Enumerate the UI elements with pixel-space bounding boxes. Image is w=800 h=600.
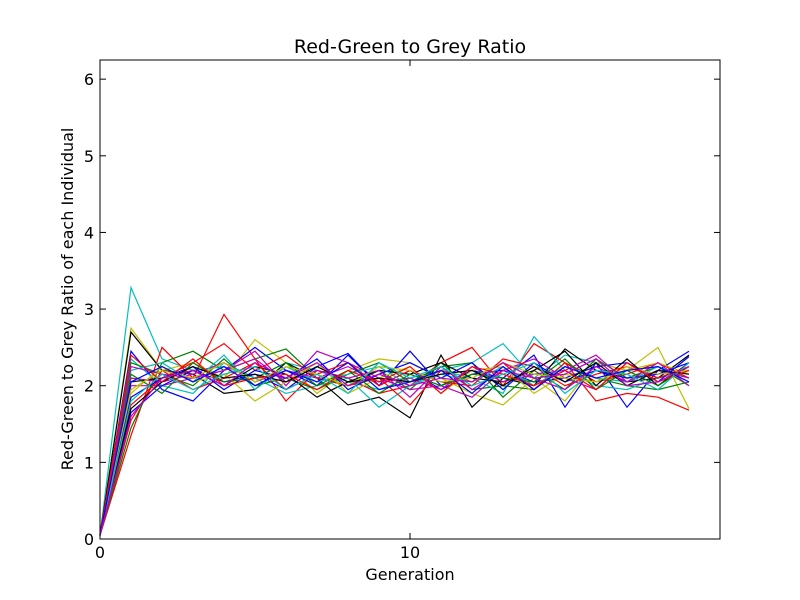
y-tick-label: 1 bbox=[84, 453, 94, 472]
y-tick-label: 3 bbox=[84, 300, 94, 319]
y-tick-label: 2 bbox=[84, 377, 94, 396]
series-line-24 bbox=[99, 361, 690, 536]
series-line-20 bbox=[99, 362, 690, 536]
axis-tick-labels: 0 10 0 1 2 3 4 5 6 bbox=[84, 70, 420, 562]
x-tick-label: 0 bbox=[95, 543, 105, 562]
series-line-1 bbox=[99, 285, 690, 536]
y-tick-label: 5 bbox=[84, 147, 94, 166]
series-line-12 bbox=[99, 361, 690, 536]
series-lines bbox=[99, 285, 690, 536]
y-tick-label: 4 bbox=[84, 223, 94, 242]
x-tick-label: 10 bbox=[400, 543, 420, 562]
series-line-21 bbox=[99, 361, 690, 536]
plot-area-frame bbox=[99, 59, 721, 540]
y-tick-label: 6 bbox=[84, 70, 94, 89]
x-axis-label: Generation bbox=[365, 565, 454, 584]
y-axis-label: Red-Green to Grey Ratio of each Individu… bbox=[58, 128, 77, 471]
y-tick-label: 0 bbox=[84, 530, 94, 549]
series-line-23 bbox=[99, 361, 690, 536]
axis-ticks bbox=[99, 60, 720, 540]
series-line-19 bbox=[99, 358, 690, 536]
chart-title: Red-Green to Grey Ratio bbox=[294, 36, 526, 58]
series-line-25 bbox=[99, 358, 690, 536]
series-line-9 bbox=[99, 342, 690, 536]
series-line-22 bbox=[99, 353, 690, 536]
series-line-4 bbox=[99, 313, 690, 536]
